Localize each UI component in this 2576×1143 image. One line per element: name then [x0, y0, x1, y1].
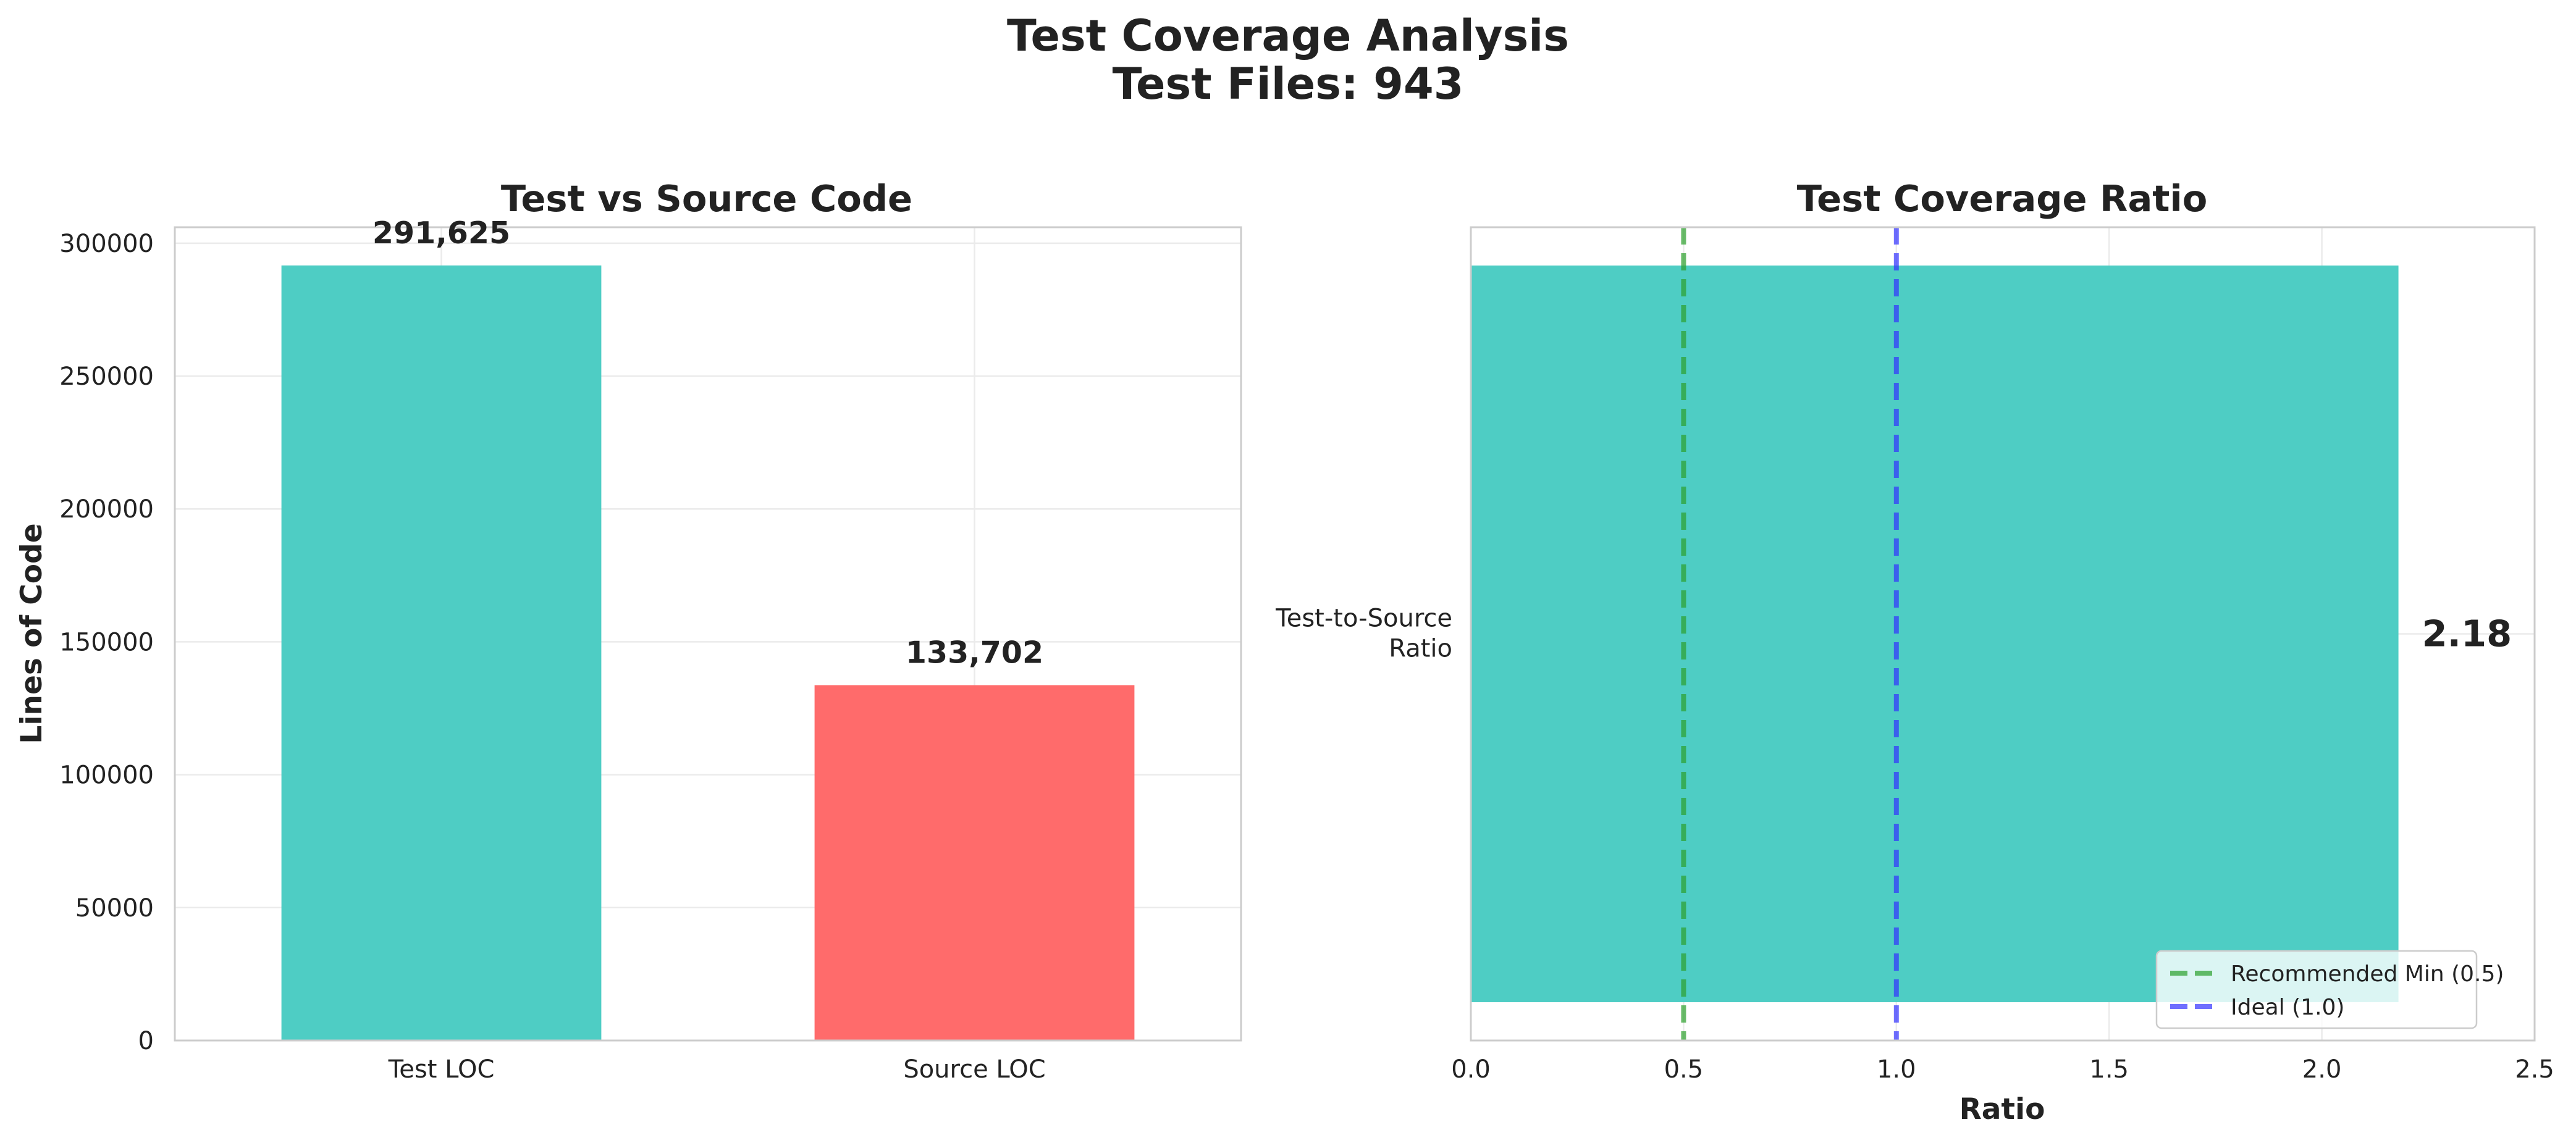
left-bar-labels: 291,625 133,702 [373, 216, 1043, 671]
bar-source-loc [814, 685, 1135, 1040]
right-plot-frame [1470, 226, 2536, 1042]
figure-title-line1: Test Coverage Analysis [1007, 10, 1569, 61]
left-y-ticks: 0 50000 100000 150000 200000 250000 300000 [59, 230, 154, 1055]
right-x-tick-label-2: 1.0 [1877, 1055, 1916, 1084]
bar-chart-panel: Test vs Source Code 0 50000 100000 150000 20… [15, 177, 1242, 1084]
left-plot-frame [174, 226, 1242, 1042]
ratio-chart-panel: Test Coverage Ratio 0.0 0.5 1.0 1.5 2.0 2.5 T… [1275, 177, 2554, 1126]
legend-entry-1: Ideal (1.0) [2231, 995, 2344, 1020]
right-bars [1471, 266, 2399, 1002]
left-x-tick-label-0: Test LOC [388, 1055, 495, 1084]
left-y-tick-label-1: 50000 [75, 894, 154, 923]
right-x-tick-label-0: 0.0 [1451, 1055, 1491, 1084]
left-y-tick-label-4: 200000 [59, 495, 154, 524]
left-bars [281, 265, 1135, 1040]
left-y-tick-label-5: 250000 [59, 362, 154, 391]
left-y-tick-label-6: 300000 [59, 230, 154, 258]
right-x-tick-label-4: 2.0 [2302, 1055, 2342, 1084]
left-y-tick-label-2: 100000 [59, 761, 154, 790]
legend: Recommended Min (0.5) Ideal (1.0) [2155, 950, 2504, 1029]
legend-entry-0: Recommended Min (0.5) [2231, 961, 2504, 987]
left-bar-value-label-1: 133,702 [906, 635, 1043, 671]
right-x-tick-label-1: 0.5 [1664, 1055, 1704, 1084]
right-y-category-label-line-0: Test-to-Source [1275, 605, 1452, 633]
left-y-tick-label-0: 0 [138, 1027, 154, 1055]
right-reference-lines [1681, 227, 1899, 1040]
right-bar-value-label-0: 2.18 [2422, 613, 2512, 655]
bar-test-to-source-ratio [1471, 266, 2399, 1002]
legend-box [2155, 950, 2478, 1029]
left-x-tick-label-1: Source LOC [903, 1055, 1045, 1084]
left-chart-title: Test vs Source Code [501, 177, 912, 220]
figure-title-line2: Test Files: 943 [1113, 59, 1464, 109]
left-bar-value-label-0: 291,625 [373, 216, 510, 251]
left-y-axis-label: Lines of Code [15, 523, 49, 743]
right-x-ticks: 0.0 0.5 1.0 1.5 2.0 2.5 [1451, 1055, 2554, 1084]
right-x-axis-label: Ratio [1959, 1092, 2045, 1126]
right-bar-labels: 2.18 [2422, 613, 2512, 655]
right-y-category-label-line-1: Ratio [1389, 635, 1452, 663]
bar-test-loc [281, 265, 602, 1040]
right-x-tick-label-5: 2.5 [2515, 1055, 2554, 1084]
left-y-tick-label-3: 150000 [59, 628, 154, 656]
right-x-tick-label-3: 1.5 [2089, 1055, 2129, 1084]
right-chart-title: Test Coverage Ratio [1797, 177, 2208, 220]
left-x-ticks: Test LOC Source LOC [388, 1055, 1046, 1084]
